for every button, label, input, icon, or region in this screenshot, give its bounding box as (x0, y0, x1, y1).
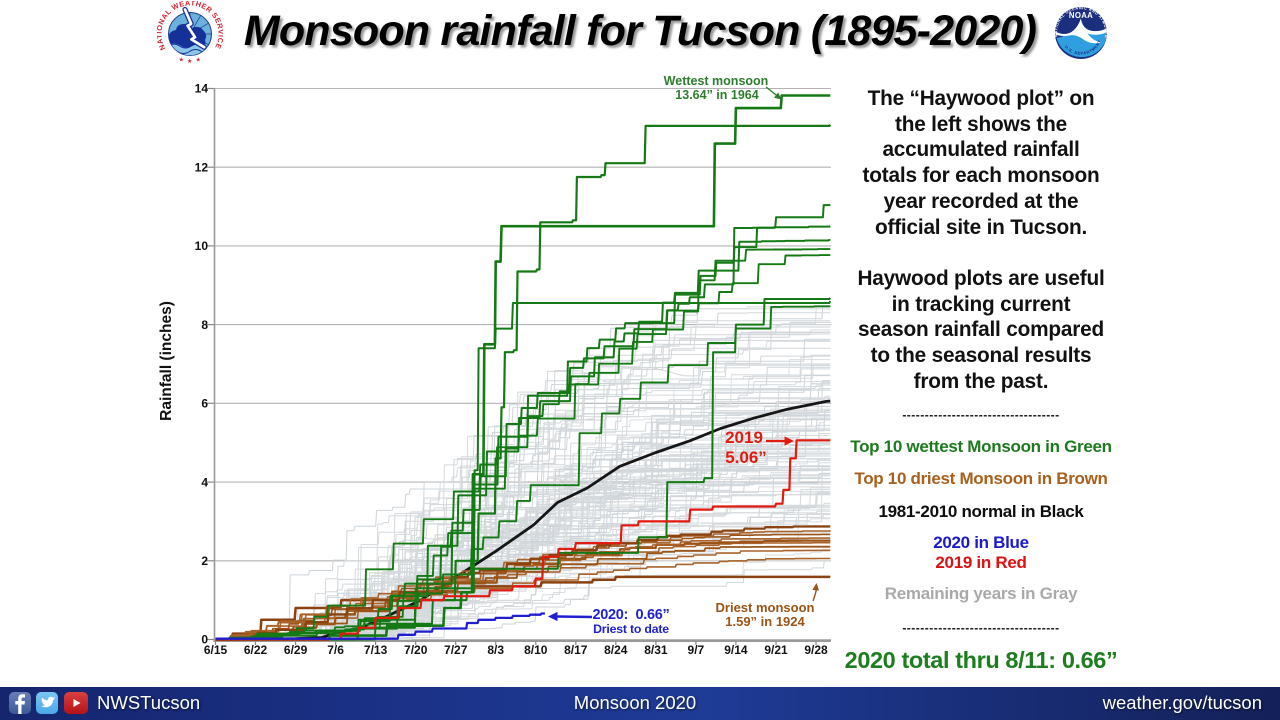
svg-text:8/31: 8/31 (644, 643, 668, 657)
svg-text:★: ★ (187, 58, 193, 65)
svg-text:14: 14 (195, 82, 209, 96)
svg-text:9/7: 9/7 (688, 643, 705, 657)
svg-text:12: 12 (195, 160, 209, 174)
svg-text:13.64” in 1964: 13.64” in 1964 (675, 88, 758, 102)
svg-text:7/6: 7/6 (327, 643, 344, 657)
svg-text:★: ★ (179, 57, 185, 64)
svg-text:2020: 0.66”: 2020: 0.66” (592, 607, 669, 623)
svg-text:Driest to date: Driest to date (593, 622, 669, 636)
svg-text:9/14: 9/14 (724, 643, 748, 657)
svg-text:6/15: 6/15 (204, 643, 228, 657)
svg-text:5.06”: 5.06” (725, 448, 767, 467)
svg-text:Driest monsoon: Driest monsoon (716, 600, 815, 615)
svg-text:NOAA: NOAA (1069, 11, 1093, 20)
svg-text:8/3: 8/3 (487, 643, 504, 657)
svg-text:8: 8 (201, 318, 208, 332)
svg-text:4: 4 (201, 475, 208, 489)
svg-text:Wettest monsoon: Wettest monsoon (664, 74, 769, 88)
svg-text:0: 0 (201, 633, 208, 647)
svg-text:9/28: 9/28 (804, 643, 828, 657)
svg-text:9/21: 9/21 (764, 643, 788, 657)
svg-text:6/22: 6/22 (244, 643, 268, 657)
svg-text:Rainfall (inches): Rainfall (inches) (158, 301, 175, 421)
svg-text:8/10: 8/10 (524, 643, 548, 657)
svg-text:7/13: 7/13 (364, 643, 388, 657)
svg-text:7/20: 7/20 (404, 643, 428, 657)
svg-text:6: 6 (201, 397, 208, 411)
svg-text:8/24: 8/24 (604, 643, 628, 657)
svg-text:7/27: 7/27 (444, 643, 468, 657)
svg-text:★: ★ (196, 57, 202, 64)
svg-text:1.59” in 1924: 1.59” in 1924 (725, 614, 805, 629)
svg-text:2019: 2019 (725, 428, 763, 447)
svg-text:2: 2 (201, 554, 208, 568)
svg-text:6/29: 6/29 (284, 643, 308, 657)
svg-text:10: 10 (195, 239, 209, 253)
svg-text:8/17: 8/17 (564, 643, 588, 657)
